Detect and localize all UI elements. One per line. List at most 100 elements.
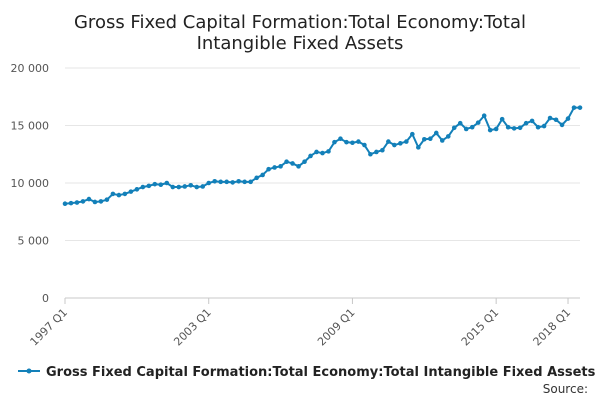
- data-point[interactable]: [152, 181, 158, 187]
- data-point[interactable]: [158, 182, 164, 188]
- data-point[interactable]: [553, 117, 559, 123]
- data-point[interactable]: [164, 180, 170, 186]
- data-point[interactable]: [571, 105, 577, 110]
- data-point[interactable]: [224, 179, 229, 185]
- data-point[interactable]: [308, 153, 313, 159]
- data-point[interactable]: [511, 126, 517, 131]
- data-point[interactable]: [422, 137, 427, 142]
- legend[interactable]: Gross Fixed Capital Formation:Total Econ…: [18, 365, 596, 380]
- data-point[interactable]: [487, 127, 493, 133]
- data-point[interactable]: [535, 124, 541, 130]
- data-point[interactable]: [116, 192, 122, 198]
- data-point[interactable]: [463, 126, 469, 132]
- data-point[interactable]: [272, 165, 277, 170]
- data-point[interactable]: [362, 142, 367, 148]
- data-point[interactable]: [290, 161, 295, 166]
- data-point[interactable]: [332, 139, 337, 145]
- data-point[interactable]: [475, 120, 481, 125]
- data-point[interactable]: [356, 139, 361, 144]
- data-point[interactable]: [338, 136, 343, 142]
- data-point[interactable]: [427, 136, 433, 142]
- data-point[interactable]: [529, 118, 535, 124]
- data-point[interactable]: [565, 116, 571, 121]
- data-point[interactable]: [260, 172, 265, 178]
- y-tick-label: 5 000: [18, 235, 50, 248]
- data-point[interactable]: [517, 125, 523, 131]
- data-point[interactable]: [350, 140, 355, 146]
- data-point[interactable]: [92, 199, 98, 205]
- gridlines: [65, 67, 580, 299]
- data-point[interactable]: [182, 184, 188, 189]
- data-point[interactable]: [170, 184, 176, 190]
- data-point[interactable]: [320, 150, 325, 156]
- data-point[interactable]: [194, 184, 200, 190]
- data-point[interactable]: [266, 166, 271, 172]
- data-point[interactable]: [481, 113, 487, 119]
- data-point[interactable]: [469, 124, 475, 130]
- data-point[interactable]: [284, 159, 289, 165]
- data-point[interactable]: [451, 125, 457, 131]
- data-point[interactable]: [344, 139, 349, 145]
- data-point[interactable]: [248, 179, 253, 185]
- data-point[interactable]: [200, 184, 206, 189]
- data-point[interactable]: [74, 200, 80, 205]
- data-point[interactable]: [110, 191, 116, 197]
- data-point[interactable]: [236, 178, 241, 184]
- data-point[interactable]: [188, 183, 194, 188]
- data-point[interactable]: [218, 179, 223, 185]
- data-point[interactable]: [230, 180, 235, 185]
- data-point[interactable]: [493, 126, 499, 132]
- data-point[interactable]: [314, 149, 319, 155]
- data-point[interactable]: [122, 191, 128, 197]
- data-point[interactable]: [278, 164, 283, 169]
- data-point[interactable]: [523, 120, 529, 126]
- data-point[interactable]: [368, 151, 373, 157]
- data-point[interactable]: [547, 115, 553, 121]
- data-point[interactable]: [541, 123, 547, 129]
- data-point[interactable]: [140, 184, 146, 190]
- data-point[interactable]: [86, 196, 92, 202]
- data-point[interactable]: [176, 184, 182, 190]
- data-point[interactable]: [128, 189, 134, 194]
- data-point[interactable]: [254, 175, 259, 181]
- x-tick-label: 1997 Q1: [28, 306, 71, 349]
- data-point[interactable]: [206, 180, 212, 186]
- data-point[interactable]: [212, 178, 218, 184]
- data-point[interactable]: [68, 200, 74, 206]
- data-point[interactable]: [146, 183, 152, 189]
- data-point[interactable]: [392, 142, 397, 148]
- data-point[interactable]: [439, 138, 445, 143]
- data-point[interactable]: [98, 199, 104, 204]
- data-point[interactable]: [296, 164, 301, 169]
- y-axis: 0 5 000 10 000 15 000 20 000: [11, 62, 50, 305]
- data-point[interactable]: [445, 134, 451, 139]
- chart-title-line-1: Gross Fixed Capital Formation:Total Econ…: [74, 12, 526, 33]
- data-point[interactable]: [62, 201, 68, 206]
- data-point[interactable]: [398, 141, 403, 146]
- data-point[interactable]: [559, 122, 565, 128]
- legend-label: Gross Fixed Capital Formation:Total Econ…: [46, 365, 596, 380]
- data-point[interactable]: [386, 139, 391, 144]
- x-tick-label: 2003 Q1: [171, 306, 214, 349]
- data-point[interactable]: [577, 105, 583, 110]
- data-point[interactable]: [457, 120, 463, 126]
- data-point[interactable]: [505, 124, 511, 130]
- data-point[interactable]: [242, 179, 247, 185]
- data-point[interactable]: [326, 149, 331, 154]
- data-point[interactable]: [416, 145, 421, 150]
- chart-title: Gross Fixed Capital Formation:Total Econ…: [74, 12, 526, 54]
- data-point[interactable]: [404, 139, 409, 144]
- data-point[interactable]: [104, 197, 110, 202]
- data-point[interactable]: [499, 116, 505, 122]
- data-point[interactable]: [302, 159, 307, 165]
- legend-marker: [26, 368, 32, 374]
- x-tick-label: 2015 Q1: [459, 306, 502, 349]
- data-point[interactable]: [410, 131, 415, 137]
- data-point[interactable]: [380, 147, 385, 153]
- data-point[interactable]: [374, 149, 379, 155]
- data-point[interactable]: [80, 199, 86, 204]
- data-point[interactable]: [134, 187, 140, 192]
- data-point[interactable]: [433, 130, 439, 136]
- plot-area: [62, 105, 583, 206]
